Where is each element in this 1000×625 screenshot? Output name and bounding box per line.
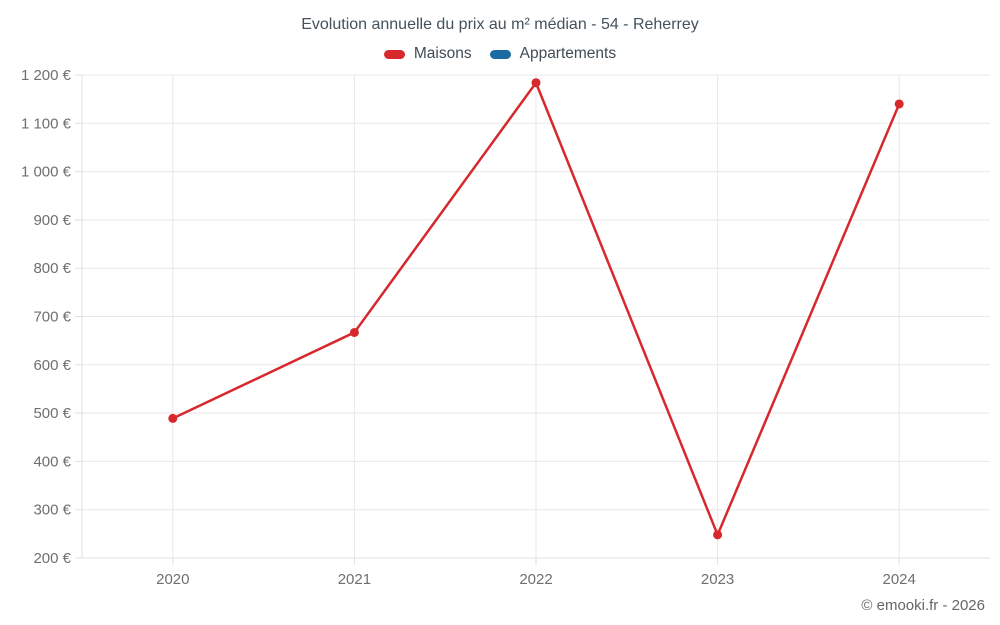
copyright-footer: © emooki.fr - 2026	[861, 597, 985, 614]
legend-item-maisons[interactable]: Maisons	[383, 45, 472, 63]
x-axis-label: 2024	[883, 571, 916, 588]
legend-item-appartements[interactable]: Appartements	[489, 45, 617, 63]
y-axis-label: 1 100 €	[21, 115, 72, 132]
data-point-maisons[interactable]	[349, 327, 359, 337]
x-axis-label: 2022	[519, 571, 552, 588]
data-point-maisons[interactable]	[894, 99, 904, 109]
data-point-maisons[interactable]	[168, 413, 178, 423]
y-axis-label: 300 €	[33, 502, 71, 519]
legend-label: Maisons	[413, 45, 472, 62]
legend-swatch-icon	[489, 49, 511, 59]
y-axis-label: 600 €	[33, 357, 71, 374]
y-axis-label: 900 €	[33, 212, 71, 229]
x-axis-label: 2021	[338, 571, 371, 588]
y-axis-label: 500 €	[33, 405, 71, 422]
x-axis-label: 2020	[156, 571, 189, 588]
y-axis-label: 1 000 €	[21, 164, 72, 181]
y-axis-label: 700 €	[33, 309, 71, 326]
legend-swatch-icon	[383, 49, 405, 59]
x-axis-label: 2023	[701, 571, 734, 588]
chart-title: Evolution annuelle du prix au m² médian …	[301, 16, 699, 33]
y-axis-label: 200 €	[33, 550, 71, 567]
data-point-maisons[interactable]	[531, 78, 541, 88]
y-axis-label: 800 €	[33, 260, 71, 277]
y-axis-label: 1 200 €	[21, 67, 72, 84]
y-axis-label: 400 €	[33, 453, 71, 470]
data-point-maisons[interactable]	[713, 530, 723, 540]
chart-legend: Maisons Appartements	[0, 45, 1000, 63]
legend-label: Appartements	[519, 45, 617, 62]
